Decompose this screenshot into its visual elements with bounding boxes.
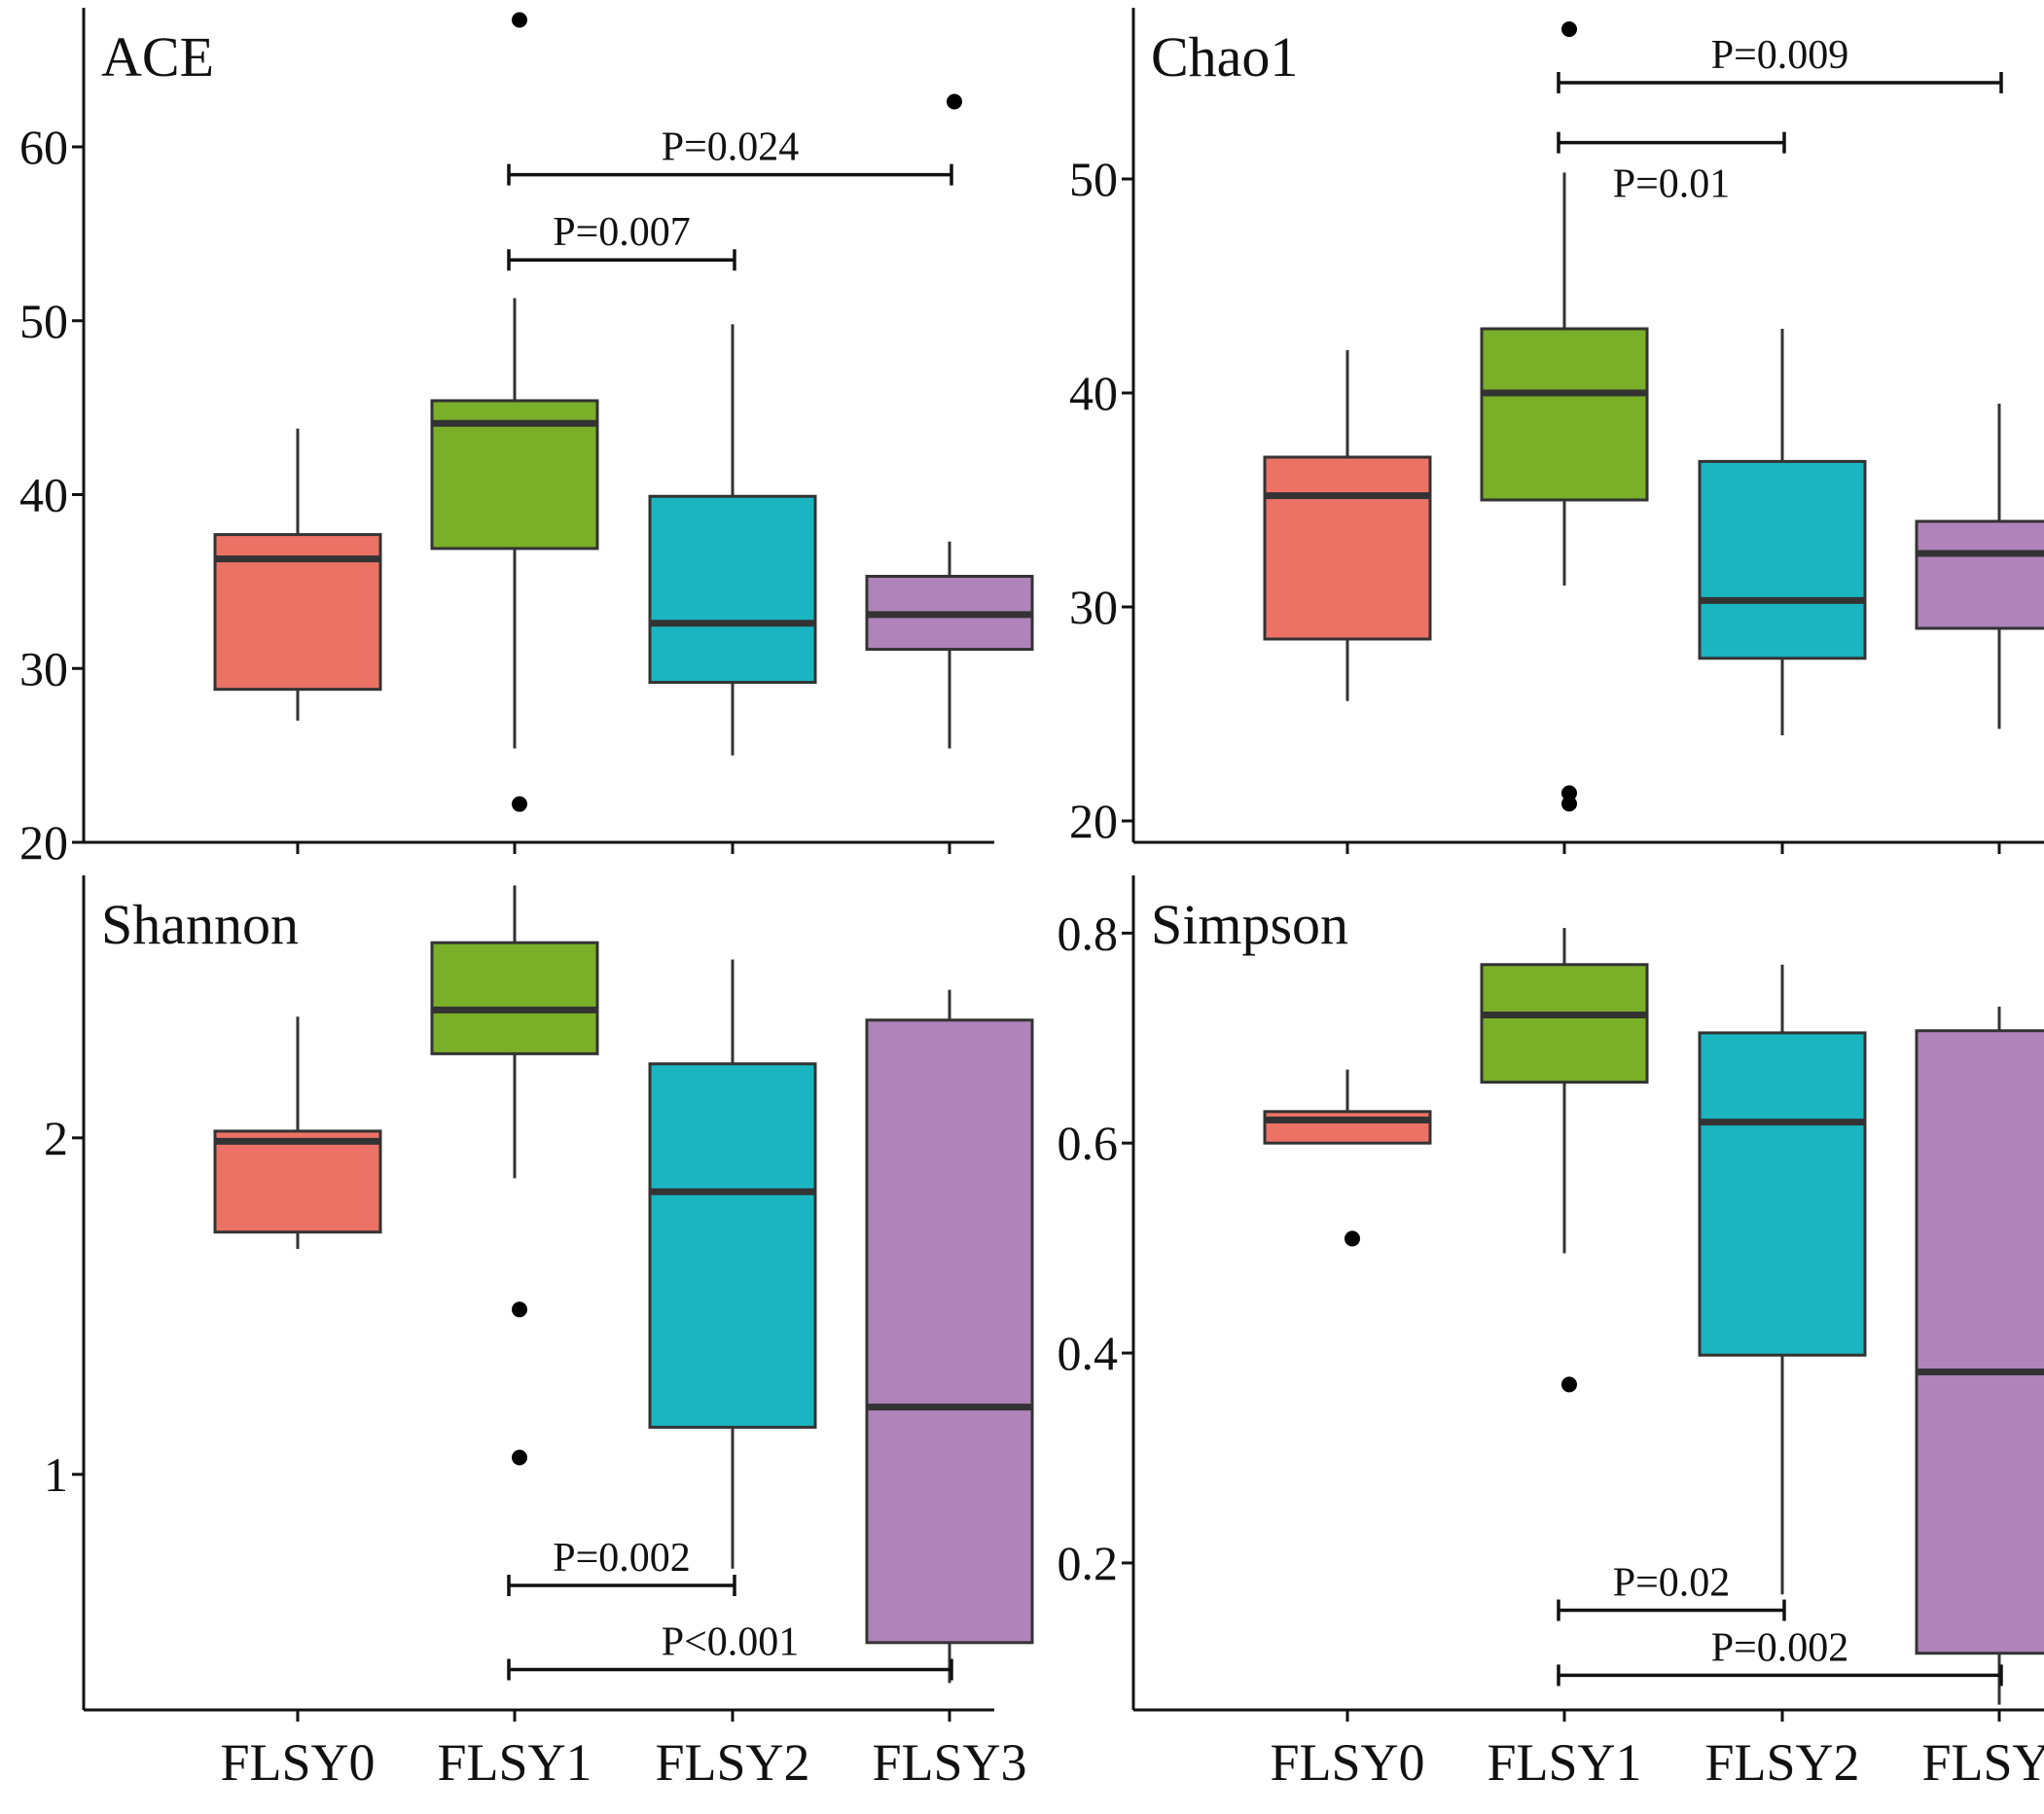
outlier-point (512, 796, 527, 812)
x-tick-label: FLSY0 (1270, 1733, 1424, 1792)
significance-bracket (507, 163, 953, 186)
y-tick-label: 20 (1069, 794, 1118, 848)
x-tick-label: FLSY2 (1704, 1733, 1859, 1792)
y-tick-label: 0.8 (1058, 906, 1119, 960)
p-value-label: P=0.009 (1711, 33, 1849, 78)
y-tick-label: 30 (1069, 580, 1118, 634)
box-flsy3 (865, 1018, 1034, 1645)
significance-bracket (1557, 131, 1786, 154)
y-tick-label: 2 (44, 1111, 68, 1165)
p-value-label: P=0.007 (553, 210, 691, 255)
outlier-point (512, 1301, 527, 1318)
panel-simpson: 0.2 0.4 0.6 0.8 FLSY0 FLSY1 FLSY2 FLSY3 Simpson P… (1058, 875, 2044, 1792)
y-tick-label: 0.6 (1058, 1116, 1119, 1170)
p-value-label: P=0.02 (1613, 1560, 1731, 1605)
y-tick-label: 50 (19, 294, 68, 348)
box-flsy3 (1915, 1029, 2044, 1655)
p-value-label: P=0.024 (662, 125, 800, 170)
significance-bracket (507, 249, 736, 271)
panel-title: Shannon (101, 893, 299, 956)
box-flsy0 (1263, 455, 1432, 641)
outlier-point (1561, 785, 1577, 801)
outlier-point (1345, 1230, 1360, 1247)
y-tick-label: 60 (19, 120, 68, 174)
outlier-point (1561, 21, 1577, 37)
x-tick-label: FLSY1 (1487, 1733, 1641, 1792)
panel-ace: 20 30 40 50 60 ACE P=0.007 P=0.024 (19, 8, 1034, 870)
y-tick-label: 30 (19, 641, 68, 695)
p-value-label: P=0.01 (1613, 162, 1731, 207)
panel-shannon: 1 2 FLSY0 FLSY1 FLSY2 FLSY3 Shannon P=0.002 P<0.… (44, 875, 1034, 1792)
outlier-point (1561, 1376, 1577, 1393)
box-flsy1 (1480, 963, 1649, 1085)
outlier-point (512, 12, 527, 28)
panel-title: Simpson (1151, 893, 1348, 956)
outlier-point (1561, 796, 1577, 812)
y-tick-label: 40 (1069, 366, 1118, 420)
x-tick-label: FLSY0 (220, 1733, 375, 1792)
box-flsy2 (648, 1062, 817, 1429)
y-tick-label: 1 (44, 1447, 68, 1502)
x-tick-label: FLSY2 (655, 1733, 809, 1792)
outlier-point (947, 93, 962, 110)
box-flsy2 (1698, 459, 1867, 660)
box-flsy3 (1915, 519, 2044, 630)
panel-chao1: 20 30 40 50 Chao1 P=0.01 P=0.009 (1069, 8, 2044, 854)
x-tick-label: FLSY3 (872, 1733, 1026, 1792)
significance-bracket (1557, 1664, 2003, 1687)
p-value-label: P=0.002 (1711, 1625, 1849, 1670)
significance-bracket (1557, 1599, 1786, 1621)
significance-bracket (507, 1574, 736, 1596)
p-value-label: P<0.001 (662, 1619, 800, 1664)
box-flsy0 (1263, 1110, 1432, 1145)
y-tick-label: 40 (19, 468, 68, 522)
box-flsy0 (213, 1129, 382, 1234)
box-flsy1 (430, 941, 599, 1055)
y-tick-label: 0.4 (1058, 1326, 1119, 1380)
y-tick-label: 20 (19, 815, 68, 870)
panel-title: ACE (101, 25, 214, 89)
x-tick-label: FLSY3 (1921, 1733, 2044, 1792)
panel-title: Chao1 (1151, 25, 1298, 89)
outlier-point (512, 1449, 527, 1466)
significance-bracket (507, 1658, 953, 1681)
x-tick-label: FLSY1 (437, 1733, 592, 1792)
box-flsy1 (1480, 327, 1649, 502)
y-tick-label: 50 (1069, 152, 1118, 206)
y-tick-label: 0.2 (1058, 1536, 1119, 1590)
significance-bracket (1557, 72, 2003, 93)
box-flsy2 (1698, 1031, 1867, 1357)
p-value-label: P=0.002 (553, 1536, 691, 1581)
box-flsy2 (648, 494, 817, 685)
